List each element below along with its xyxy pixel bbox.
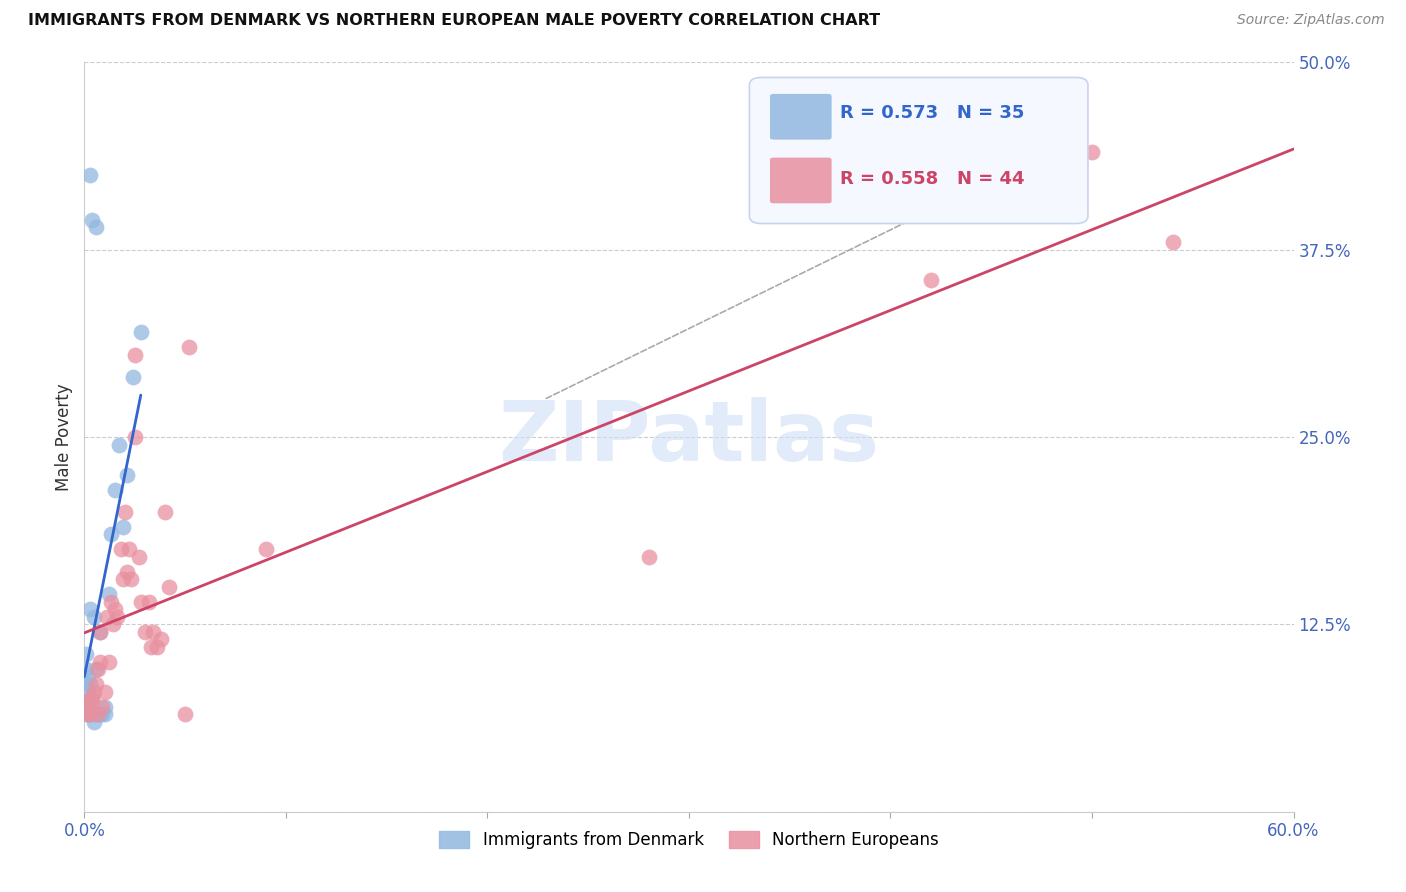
Point xyxy=(89,624,111,639)
Point xyxy=(87,662,110,676)
Point xyxy=(75,707,97,722)
Point xyxy=(87,707,110,722)
Point xyxy=(149,632,172,647)
Point xyxy=(920,273,942,287)
Text: Source: ZipAtlas.com: Source: ZipAtlas.com xyxy=(1237,13,1385,28)
Point xyxy=(75,677,97,691)
Point xyxy=(104,483,127,497)
FancyBboxPatch shape xyxy=(770,94,831,140)
Point xyxy=(77,699,100,714)
Point xyxy=(157,580,180,594)
Point xyxy=(83,707,105,722)
Point xyxy=(153,505,176,519)
Y-axis label: Male Poverty: Male Poverty xyxy=(55,384,73,491)
Text: IMMIGRANTS FROM DENMARK VS NORTHERN EUROPEAN MALE POVERTY CORRELATION CHART: IMMIGRANTS FROM DENMARK VS NORTHERN EURO… xyxy=(28,13,880,29)
Point xyxy=(124,348,146,362)
Point xyxy=(91,699,114,714)
Point xyxy=(114,505,136,519)
Point xyxy=(89,655,111,669)
Point xyxy=(111,520,134,534)
Point xyxy=(83,610,105,624)
Point xyxy=(100,527,122,541)
Legend: Immigrants from Denmark, Northern Europeans: Immigrants from Denmark, Northern Europe… xyxy=(433,824,945,855)
Point xyxy=(93,707,115,722)
Point xyxy=(75,648,97,662)
Point xyxy=(89,624,111,639)
Point xyxy=(107,437,129,451)
FancyBboxPatch shape xyxy=(770,158,831,203)
Point xyxy=(86,662,108,676)
Point xyxy=(128,549,150,564)
Point xyxy=(79,707,101,722)
Point xyxy=(97,587,120,601)
Point xyxy=(105,610,128,624)
Point xyxy=(93,699,115,714)
Point xyxy=(83,714,105,729)
Point xyxy=(83,685,105,699)
Point xyxy=(82,707,104,722)
Point xyxy=(1081,145,1104,160)
Point xyxy=(118,542,141,557)
Point xyxy=(86,220,108,235)
Point xyxy=(77,707,100,722)
FancyBboxPatch shape xyxy=(749,78,1088,224)
Point xyxy=(82,212,104,227)
Point xyxy=(82,692,104,706)
Point xyxy=(79,692,101,706)
Point xyxy=(129,595,152,609)
Point xyxy=(100,595,122,609)
Point xyxy=(77,699,100,714)
Point xyxy=(82,692,104,706)
Point xyxy=(1161,235,1184,250)
Point xyxy=(115,565,138,579)
Point xyxy=(79,677,101,691)
Point xyxy=(115,467,138,482)
Point xyxy=(104,602,127,616)
Point xyxy=(77,685,100,699)
Point xyxy=(75,662,97,676)
Point xyxy=(96,610,118,624)
Point xyxy=(120,573,142,587)
Point xyxy=(87,707,110,722)
Text: ZIPatlas: ZIPatlas xyxy=(499,397,879,477)
Point xyxy=(79,692,101,706)
Point xyxy=(86,707,108,722)
Point xyxy=(79,602,101,616)
Point xyxy=(134,624,156,639)
Point xyxy=(129,325,152,339)
Point xyxy=(89,707,111,722)
Text: R = 0.573   N = 35: R = 0.573 N = 35 xyxy=(841,104,1025,122)
Point xyxy=(121,370,143,384)
Point xyxy=(138,595,160,609)
Point xyxy=(101,617,124,632)
Point xyxy=(179,340,201,354)
Point xyxy=(111,573,134,587)
Text: R = 0.558   N = 44: R = 0.558 N = 44 xyxy=(841,169,1025,187)
Point xyxy=(139,640,162,654)
Point xyxy=(110,542,132,557)
Point xyxy=(124,430,146,444)
Point xyxy=(86,677,108,691)
Point xyxy=(146,640,169,654)
Point xyxy=(254,542,277,557)
Point xyxy=(142,624,165,639)
Point xyxy=(637,549,659,564)
Point xyxy=(174,707,197,722)
Point xyxy=(79,707,101,722)
Point xyxy=(79,168,101,182)
Point xyxy=(91,707,114,722)
Point xyxy=(77,670,100,684)
Point xyxy=(97,655,120,669)
Point xyxy=(93,685,115,699)
